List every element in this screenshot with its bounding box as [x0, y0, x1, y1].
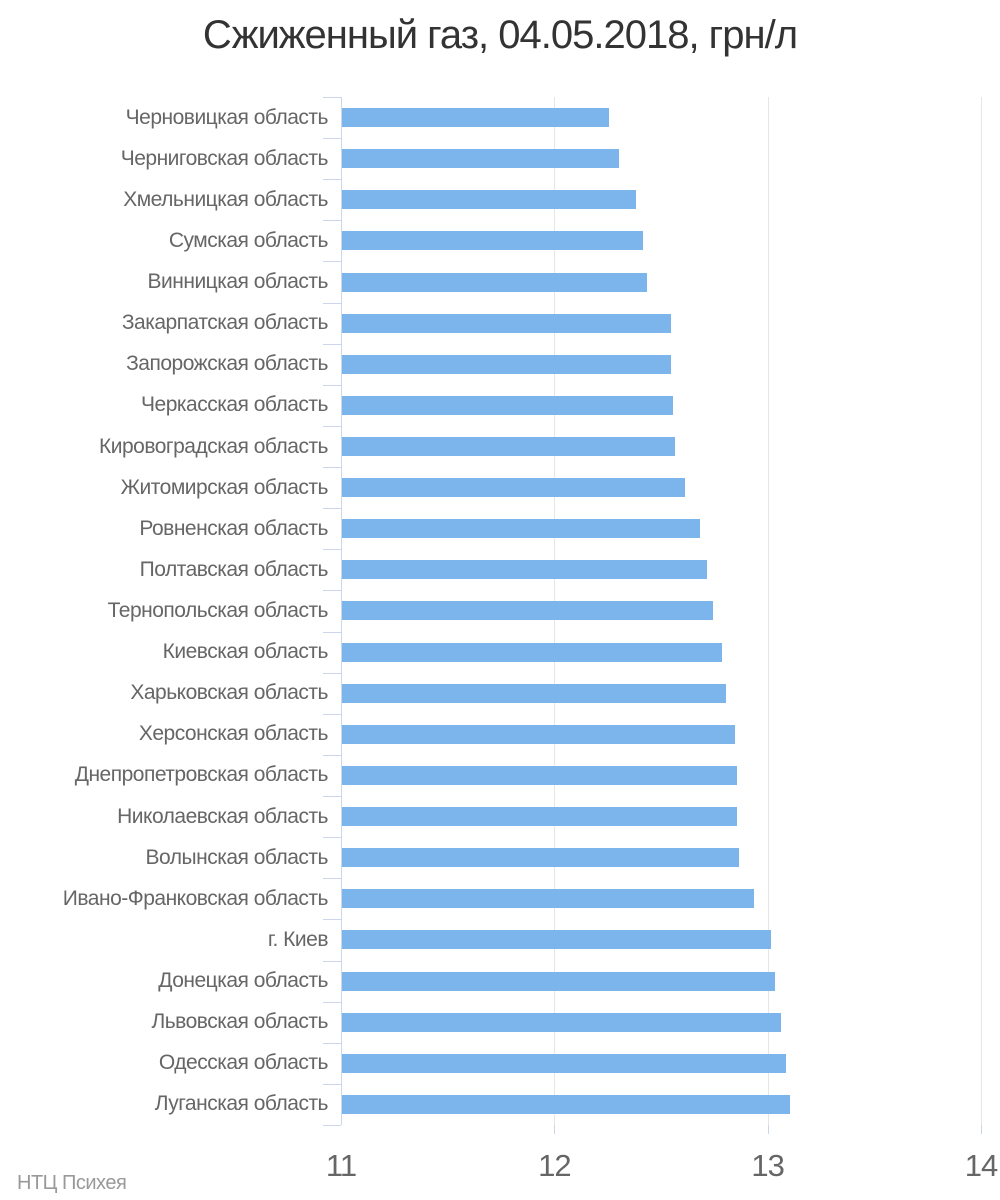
bar[interactable] — [342, 766, 737, 785]
category-tick — [323, 673, 341, 674]
bar[interactable] — [342, 930, 771, 949]
category-label: Донецкая область — [158, 969, 328, 992]
bar[interactable] — [342, 355, 671, 374]
category-tick — [323, 632, 341, 633]
grid-line-14 — [981, 97, 982, 1125]
category-tick — [323, 426, 341, 427]
category-tick — [323, 508, 341, 509]
category-tick — [323, 714, 341, 715]
bar[interactable] — [342, 314, 671, 333]
category-label: Сумская область — [168, 229, 329, 252]
bar[interactable] — [342, 1054, 786, 1073]
category-label: Луганская область — [154, 1092, 329, 1115]
x-axis-tick-13 — [767, 1125, 769, 1134]
bar[interactable] — [342, 1013, 781, 1032]
bar[interactable] — [342, 190, 636, 209]
category-tick — [323, 919, 341, 920]
x-axis-label: 12 — [538, 1148, 571, 1183]
category-label: Одесская область — [158, 1051, 329, 1074]
category-tick — [323, 1043, 341, 1044]
category-tick — [323, 549, 341, 550]
bar[interactable] — [342, 807, 737, 826]
category-label: Тернопольская область — [107, 599, 329, 622]
category-label: Житомирская область — [120, 476, 329, 499]
x-axis-label: 14 — [964, 1148, 998, 1183]
category-label: Черкасская область — [141, 393, 328, 416]
x-axis-tick-12 — [554, 1125, 556, 1134]
chart-title: Сжиженный газ, 04.05.2018, грн/л — [202, 13, 798, 57]
bar[interactable] — [342, 560, 707, 579]
category-label: Киевская область — [162, 640, 329, 663]
y-axis-line — [341, 97, 342, 1125]
category-tick — [323, 467, 341, 468]
category-tick — [323, 755, 341, 756]
category-label: Ивано-Франковская область — [62, 887, 329, 910]
credits-link[interactable]: НТЦ Психея — [17, 1172, 127, 1194]
category-label: г. Киев — [267, 928, 329, 951]
category-tick — [323, 179, 341, 180]
x-axis-label: 11 — [325, 1148, 357, 1183]
bar[interactable] — [342, 273, 647, 292]
category-label: Черновицкая область — [125, 106, 329, 129]
grid-line-13 — [767, 97, 769, 1125]
category-label: Кировоградская область — [99, 435, 328, 458]
category-tick — [323, 220, 341, 221]
bar[interactable] — [342, 396, 673, 415]
category-tick — [323, 1125, 341, 1126]
category-label: Полтавская область — [139, 558, 329, 581]
category-tick — [323, 837, 341, 838]
bar[interactable] — [342, 1095, 790, 1114]
x-axis-tick-14 — [981, 1125, 982, 1134]
category-tick — [323, 303, 341, 304]
bar[interactable] — [342, 231, 643, 250]
bar[interactable] — [342, 848, 739, 867]
category-label: Ровненская область — [139, 517, 328, 540]
category-tick — [323, 796, 341, 797]
category-label: Винницкая область — [147, 270, 329, 293]
category-label: Николаевская область — [117, 805, 328, 828]
category-label: Львовская область — [151, 1010, 328, 1033]
bar[interactable] — [342, 643, 722, 662]
category-tick — [323, 1002, 341, 1003]
category-label: Харьковская область — [130, 681, 328, 704]
category-tick — [323, 385, 341, 386]
category-label: Днепропетровская область — [74, 763, 329, 786]
category-tick — [323, 1084, 341, 1085]
category-tick — [323, 138, 341, 139]
category-tick — [323, 961, 341, 962]
bar[interactable] — [342, 108, 609, 127]
bar[interactable] — [342, 889, 754, 908]
category-tick — [323, 878, 341, 879]
x-axis-label: 13 — [751, 1148, 784, 1183]
bar[interactable] — [342, 601, 713, 620]
category-label: Херсонская область — [138, 722, 329, 745]
bar[interactable] — [342, 519, 700, 538]
category-label: Хмельницкая область — [123, 188, 328, 211]
category-label: Черниговская область — [120, 147, 329, 170]
category-tick — [323, 590, 341, 591]
category-tick — [323, 261, 341, 262]
bar[interactable] — [342, 684, 726, 703]
bar[interactable] — [342, 972, 775, 991]
category-label: Запорожская область — [126, 352, 328, 375]
category-tick — [323, 344, 341, 345]
category-label: Закарпатская область — [121, 311, 329, 334]
bar[interactable] — [342, 725, 735, 744]
category-label: Волынская область — [145, 846, 329, 869]
bar[interactable] — [342, 478, 685, 497]
bar[interactable] — [342, 149, 619, 168]
category-tick — [323, 97, 341, 98]
bar[interactable] — [342, 437, 675, 456]
